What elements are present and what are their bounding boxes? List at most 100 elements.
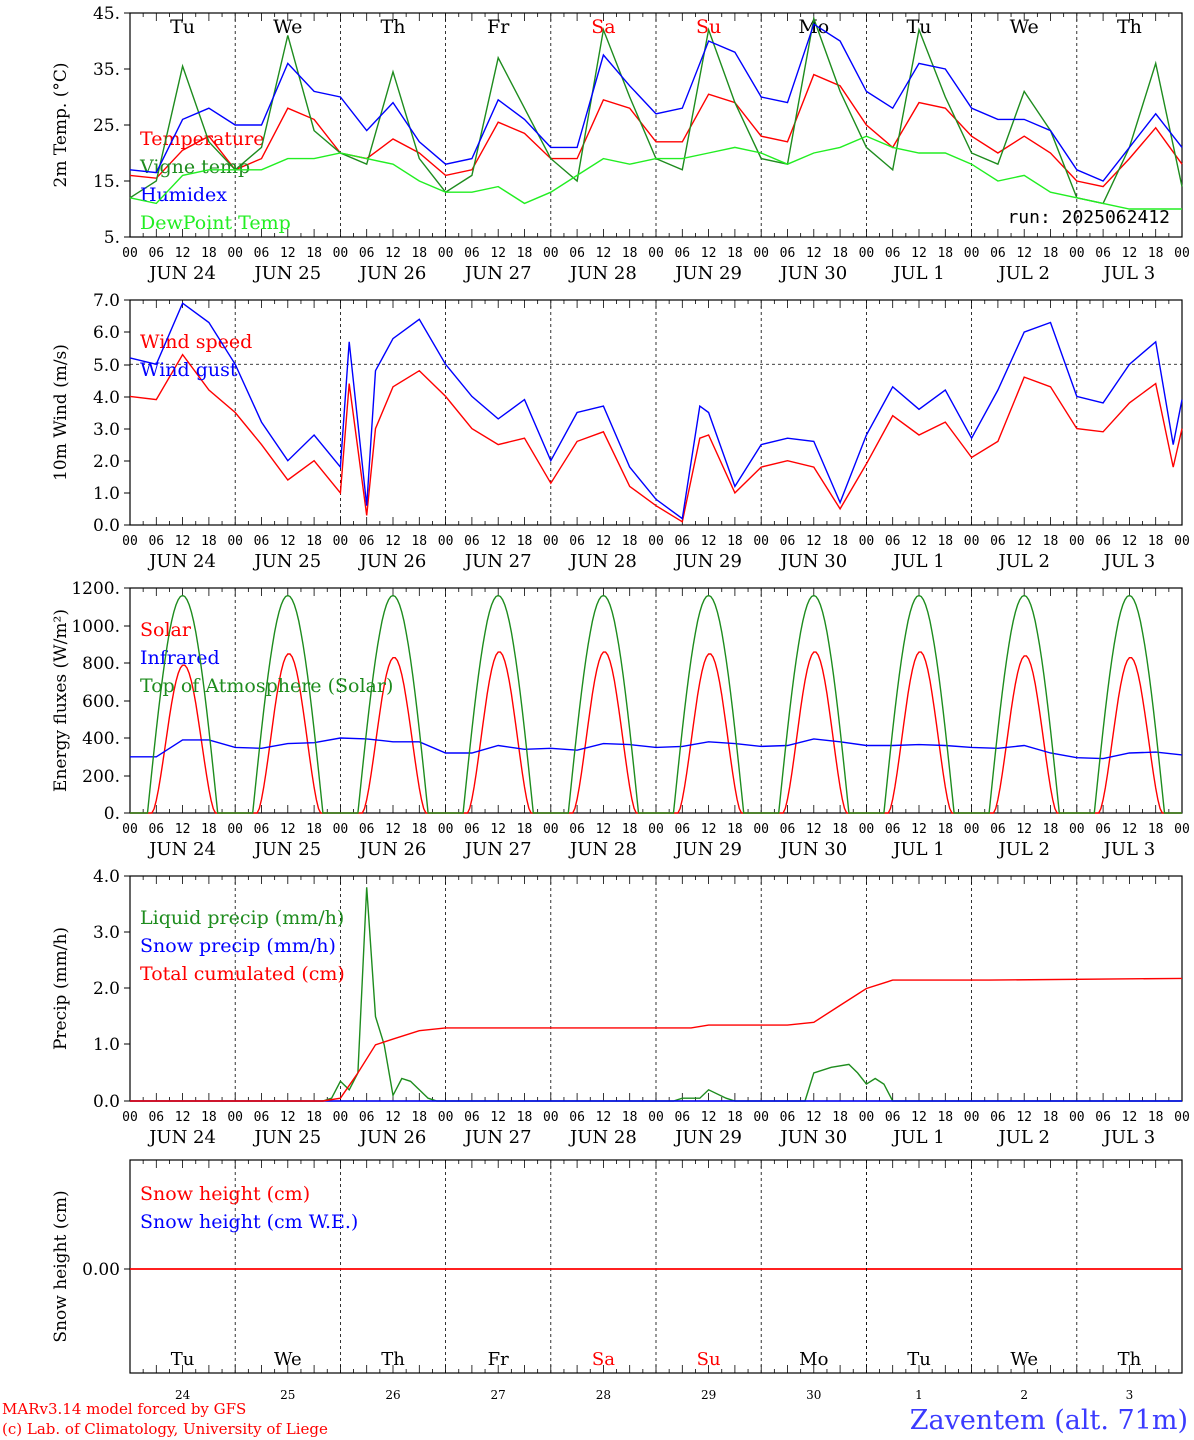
- day-name: Tu: [907, 1349, 931, 1370]
- date-label: JUN 29: [673, 263, 742, 284]
- date-label: JUL 1: [891, 1127, 945, 1148]
- day-name: Fr: [488, 1349, 509, 1370]
- y-tick-label: 0.00: [82, 1260, 120, 1280]
- y-axis-label: Precip (mm/h): [51, 927, 71, 1050]
- hour-label: 06: [990, 822, 1006, 837]
- hour-label: 06: [148, 534, 164, 549]
- legend-entry: Snow height (cm W.E.): [140, 1211, 358, 1233]
- hour-label: 06: [1095, 822, 1111, 837]
- date-label: JUN 26: [358, 263, 427, 284]
- hour-label: 18: [411, 1110, 427, 1125]
- date-label: JUN 24: [147, 839, 216, 860]
- hour-label: 06: [359, 246, 375, 261]
- date-label: JUN 24: [147, 1127, 216, 1148]
- date-label: JUN 26: [358, 551, 427, 572]
- hour-label: 00: [648, 822, 664, 837]
- hour-label: 12: [1122, 534, 1138, 549]
- day-name: Sa: [591, 16, 615, 38]
- date-label: JUN 28: [568, 839, 637, 860]
- series-line: [130, 977, 1183, 1102]
- hour-label: 06: [569, 534, 585, 549]
- hour-label: 12: [1016, 1110, 1032, 1125]
- hour-label: 00: [122, 822, 138, 837]
- hour-label: 06: [990, 246, 1006, 261]
- day-number: 1: [915, 1388, 923, 1402]
- date-label: JUL 2: [996, 263, 1050, 284]
- day-name: We: [1010, 16, 1039, 38]
- hour-label: 18: [1148, 246, 1164, 261]
- date-label: JUN 29: [673, 839, 742, 860]
- hour-label: 18: [622, 246, 638, 261]
- hour-label: 00: [753, 1110, 769, 1125]
- hour-label: 06: [780, 246, 796, 261]
- hour-label: 12: [806, 534, 822, 549]
- x-axis-label-overlap: JUL: [637, 1409, 673, 1410]
- date-label: JUL 3: [1102, 839, 1156, 860]
- series-line: [129, 73, 1183, 188]
- hour-label: 00: [859, 534, 875, 549]
- day-name: We: [273, 16, 302, 38]
- y-tick-label: 1200.: [71, 579, 120, 599]
- x-axis-label: Time UTC (GMT+0h): [559, 1409, 754, 1410]
- hour-label: 00: [438, 246, 454, 261]
- legend-entry: Wind speed: [140, 331, 252, 353]
- hour-label: 12: [596, 822, 612, 837]
- y-tick-label: 5.0: [93, 356, 120, 376]
- date-label: JUN 25: [252, 1127, 321, 1148]
- hour-label: 00: [227, 246, 243, 261]
- hour-label: 12: [1016, 534, 1032, 549]
- hour-label: 06: [1095, 1110, 1111, 1125]
- hour-label: 06: [464, 534, 480, 549]
- hour-label: 12: [280, 822, 296, 837]
- hour-label: 06: [254, 246, 270, 261]
- hour-label: 18: [411, 246, 427, 261]
- hour-label: 12: [1122, 246, 1138, 261]
- y-tick-label: 25.: [93, 116, 120, 136]
- hour-label: 12: [701, 1110, 717, 1125]
- day-name: Fr: [487, 16, 510, 38]
- hour-label: 12: [596, 534, 612, 549]
- hour-label: 18: [727, 534, 743, 549]
- y-tick-label: 2.0: [93, 979, 120, 999]
- day-number: 25: [280, 1388, 295, 1402]
- hour-label: 18: [832, 246, 848, 261]
- date-label: JUN 28: [568, 1127, 637, 1148]
- day-name: Th: [1117, 16, 1142, 38]
- hour-label: 06: [148, 246, 164, 261]
- y-tick-label: 600.: [82, 692, 120, 712]
- hour-label: 06: [464, 1110, 480, 1125]
- day-number: 30: [806, 1388, 821, 1402]
- day-number: 27: [491, 1388, 506, 1402]
- hour-label: 12: [1016, 246, 1032, 261]
- hour-label: 12: [911, 1110, 927, 1125]
- hour-label: 12: [490, 822, 506, 837]
- series-line: [129, 353, 1183, 523]
- station-title: Zaventem (alt. 71m): [909, 1405, 1188, 1436]
- hour-label: 18: [727, 246, 743, 261]
- hour-label: 18: [937, 822, 953, 837]
- hour-label: 12: [911, 534, 927, 549]
- hour-label: 00: [859, 246, 875, 261]
- hour-label: 00: [964, 246, 980, 261]
- date-label: JUN 27: [463, 263, 532, 284]
- date-label: JUN 26: [358, 839, 427, 860]
- day-name: Tu: [171, 1349, 195, 1370]
- hour-label: 06: [885, 822, 901, 837]
- hour-label: 18: [306, 822, 322, 837]
- y-tick-label: 2.0: [93, 452, 120, 472]
- date-label: JUN 28: [568, 263, 637, 284]
- hour-label: 00: [964, 1110, 980, 1125]
- hour-label: 00: [964, 534, 980, 549]
- hour-label: 12: [806, 246, 822, 261]
- hour-label: 18: [1148, 822, 1164, 837]
- hour-label: 00: [648, 246, 664, 261]
- legend-entry: Vigne temp: [139, 156, 250, 178]
- hour-label: 00: [438, 534, 454, 549]
- hour-label: 18: [201, 1110, 217, 1125]
- hour-label: 06: [1095, 534, 1111, 549]
- hour-label: 00: [543, 1110, 559, 1125]
- hour-label: 12: [806, 1110, 822, 1125]
- hour-label: 06: [359, 822, 375, 837]
- hour-label: 00: [753, 822, 769, 837]
- hour-label: 12: [911, 246, 927, 261]
